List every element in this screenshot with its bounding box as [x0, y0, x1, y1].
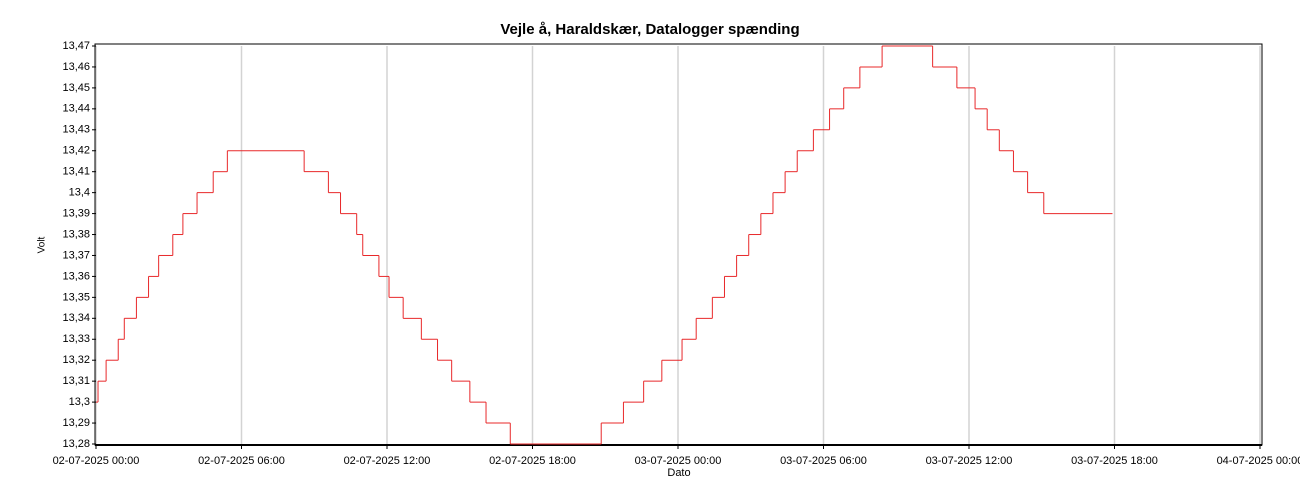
y-tick-label: 13,39: [62, 207, 90, 219]
y-tick-label: 13,32: [62, 354, 90, 366]
x-tick-label: 04-07-2025 00:00: [1217, 455, 1300, 467]
y-tick-label: 13,44: [62, 103, 90, 115]
x-tick-label: 03-07-2025 18:00: [1071, 455, 1158, 467]
x-tick-label: 02-07-2025 00:00: [53, 455, 140, 467]
y-tick-label: 13,35: [62, 291, 90, 303]
y-tick-label: 13,41: [62, 166, 90, 178]
y-axis-label: Volt: [37, 236, 48, 253]
y-tick-label: 13,45: [62, 82, 90, 94]
y-tick-label: 13,34: [62, 312, 90, 324]
y-tick-label: 13,3: [69, 396, 90, 408]
x-axis-label: Dato: [667, 467, 690, 479]
y-tick-label: 13,29: [62, 417, 90, 429]
y-tick-label: 13,47: [62, 40, 90, 52]
x-tick-label: 02-07-2025 18:00: [489, 455, 576, 467]
y-tick-label: 13,31: [62, 375, 90, 387]
y-tick-label: 13,46: [62, 61, 90, 73]
y-tick-label: 13,37: [62, 249, 90, 261]
x-tick-label: 02-07-2025 12:00: [344, 455, 431, 467]
chart-title: Vejle å, Haraldskær, Datalogger spænding: [500, 21, 799, 38]
x-tick-label: 03-07-2025 06:00: [780, 455, 867, 467]
x-tick-label: 03-07-2025 12:00: [926, 455, 1013, 467]
y-tick-label: 13,36: [62, 270, 90, 282]
y-tick-label: 13,43: [62, 124, 90, 136]
y-tick-label: 13,4: [69, 187, 90, 199]
y-tick-label: 13,38: [62, 228, 90, 240]
x-tick-label: 03-07-2025 00:00: [635, 455, 722, 467]
y-tick-label: 13,28: [62, 438, 90, 450]
y-tick-label: 13,42: [62, 145, 90, 157]
x-tick-label: 02-07-2025 06:00: [198, 455, 285, 467]
y-tick-label: 13,33: [62, 333, 90, 345]
